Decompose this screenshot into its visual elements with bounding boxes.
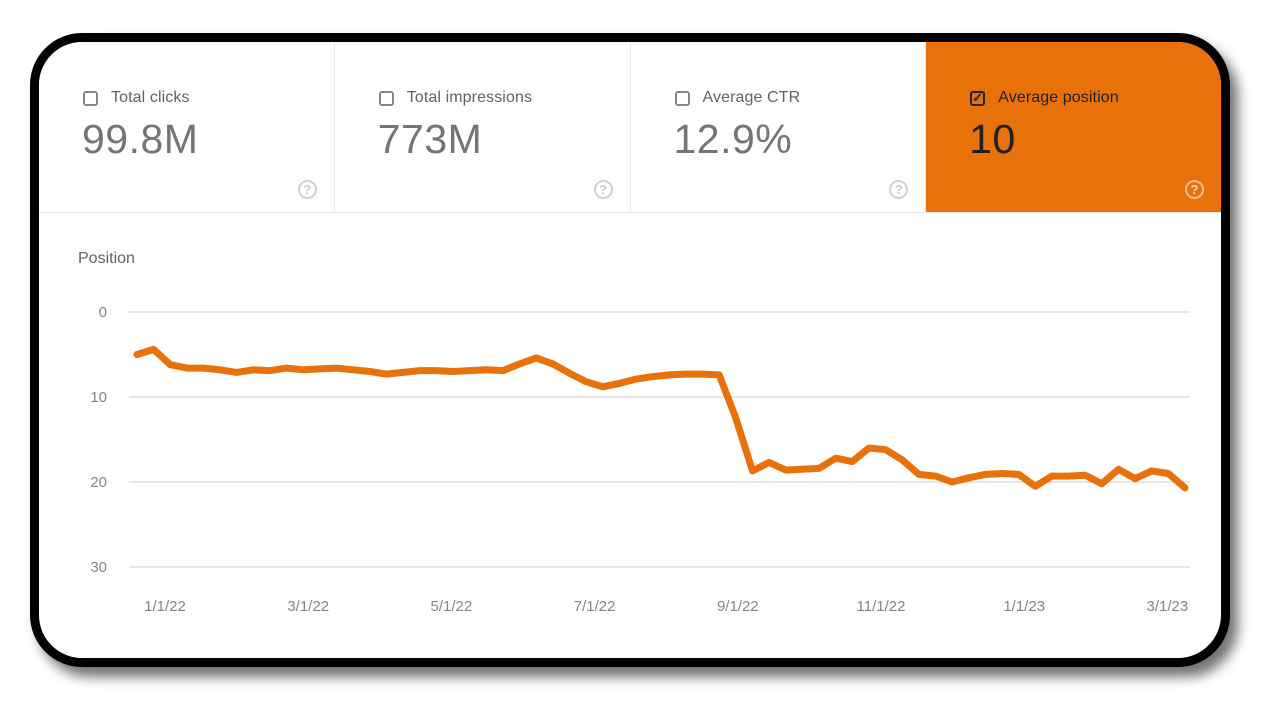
- metric-value: 10: [969, 116, 1016, 162]
- metric-value: 12.9%: [673, 116, 793, 162]
- metric-cards-row: Total clicks 99.8M ? Total impressions 7…: [39, 42, 1221, 212]
- cards-divider-line: [39, 212, 1221, 213]
- metric-label: Total clicks: [111, 89, 190, 106]
- y-axis-tick-label: 20: [90, 474, 107, 491]
- chart-title: Position: [78, 250, 135, 267]
- help-icon[interactable]: ?: [1185, 180, 1204, 199]
- metric-card-average-ctr[interactable]: Average CTR 12.9% ?: [630, 42, 927, 212]
- x-axis-tick-label: 7/1/22: [574, 598, 616, 615]
- checkbox-unchecked-icon[interactable]: [378, 90, 394, 106]
- metric-card-header: Total clicks: [39, 42, 334, 107]
- average-position-series-line: [133, 345, 1189, 492]
- y-axis-tick-label: 0: [99, 304, 107, 321]
- metric-card-header: Total impressions: [335, 42, 630, 107]
- metric-label: Average position: [998, 89, 1119, 106]
- position-line-chart: 0 10 20 30 1/1/22 3/1/22 5/1/22 7/1/22 9/1/22 11/…: [90, 304, 1190, 615]
- metric-card-average-position[interactable]: ✓ Average position 10 ?: [926, 42, 1221, 212]
- metric-label: Total impressions: [406, 89, 533, 106]
- checkbox-unchecked-icon[interactable]: [674, 90, 690, 106]
- y-axis-tick-label: 10: [90, 389, 107, 406]
- metric-card-header: ✓ Average position: [926, 42, 1221, 107]
- metric-card-header: Average CTR: [631, 42, 926, 107]
- x-axis-tick-label: 5/1/22: [431, 598, 473, 615]
- search-performance-panel: Total clicks 99.8M ? Total impressions 7…: [30, 33, 1230, 667]
- x-axis-tick-label: 9/1/22: [717, 598, 759, 615]
- help-icon[interactable]: ?: [297, 180, 317, 199]
- x-axis-tick-label: 3/1/22: [287, 598, 329, 615]
- metric-value: 99.8M: [82, 116, 199, 162]
- metric-card-total-clicks[interactable]: Total clicks 99.8M ?: [39, 42, 335, 212]
- metric-card-total-impressions[interactable]: Total impressions 773M ?: [334, 42, 631, 212]
- x-axis-tick-label: 11/1/22: [857, 598, 906, 615]
- checkbox-checked-icon[interactable]: ✓: [970, 90, 986, 106]
- x-axis-tick-label: 1/1/22: [144, 598, 186, 615]
- x-axis-tick-label: 3/1/23: [1147, 598, 1189, 615]
- x-axis-tick-label: 1/1/23: [1003, 598, 1045, 615]
- help-icon[interactable]: ?: [593, 180, 613, 199]
- help-icon[interactable]: ?: [889, 180, 909, 199]
- checkbox-unchecked-icon[interactable]: [83, 90, 98, 106]
- metric-value: 773M: [377, 116, 483, 162]
- metric-label: Average CTR: [702, 89, 801, 106]
- y-axis-tick-label: 30: [90, 559, 107, 576]
